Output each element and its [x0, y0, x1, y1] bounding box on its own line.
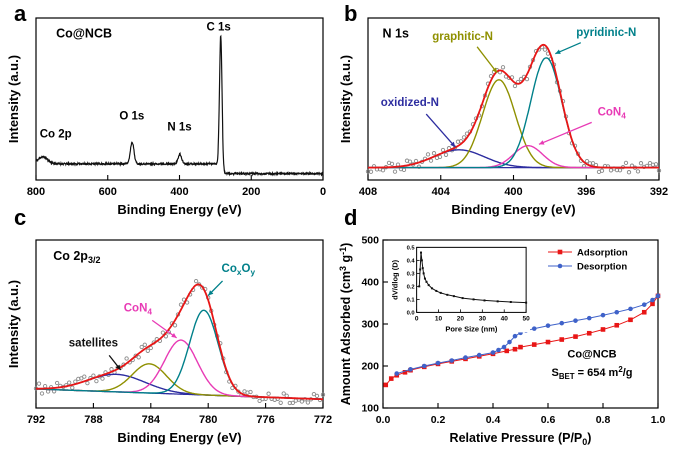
n1s-xps-spectrum-chart: 408 404 400 396 392 Binding Energy (eV) Intens… — [338, 17, 668, 217]
svg-text:Intensity (a.u.): Intensity (a.u.) — [6, 280, 21, 368]
svg-text:Binding Energy (eV): Binding Energy (eV) — [117, 202, 241, 217]
svg-text:Co 2p3/2: Co 2p3/2 — [53, 249, 100, 265]
svg-text:780: 780 — [199, 414, 217, 426]
svg-text:dV/dlog (D): dV/dlog (D) — [391, 259, 400, 299]
svg-text:800: 800 — [27, 186, 45, 198]
svg-text:N 1s: N 1s — [167, 122, 191, 134]
svg-text:Pore Size (nm): Pore Size (nm) — [445, 324, 498, 333]
svg-text:400: 400 — [504, 186, 522, 198]
svg-text:0: 0 — [415, 315, 419, 322]
panel-label-c: c — [14, 205, 27, 230]
svg-text:400: 400 — [170, 186, 188, 198]
svg-text:0.1: 0.1 — [407, 297, 416, 303]
svg-text:Binding Energy (eV): Binding Energy (eV) — [451, 202, 575, 217]
svg-text:772: 772 — [314, 414, 332, 426]
svg-text:graphitic-N: graphitic-N — [432, 31, 493, 43]
svg-text:0.2: 0.2 — [431, 414, 446, 426]
svg-text:O 1s: O 1s — [119, 110, 144, 122]
svg-text:0.4: 0.4 — [407, 258, 416, 264]
adsorption-isotherm-chart: 0.0 0.2 0.4 0.6 0.8 1.0100200300400500Relativ… — [338, 235, 666, 448]
svg-text:Amount Adsorbed (cm3 g-1): Amount Adsorbed (cm3 g-1) — [338, 243, 353, 406]
xps-survey-spectrum-chart: 800 600 400 200 0 Binding Energy (eV) Intensit… — [6, 17, 326, 217]
svg-text:Co 2p: Co 2p — [40, 129, 72, 141]
svg-text:0.5: 0.5 — [407, 245, 416, 251]
svg-text:404: 404 — [432, 186, 451, 198]
svg-text:Adsorption: Adsorption — [577, 248, 628, 259]
svg-text:N 1s: N 1s — [383, 26, 409, 40]
svg-text:Desorption: Desorption — [577, 262, 627, 273]
panel-label-d: d — [344, 205, 358, 230]
svg-text:784: 784 — [142, 414, 161, 426]
svg-text:396: 396 — [577, 186, 595, 198]
svg-text:1.0: 1.0 — [651, 414, 666, 426]
panel-label-b: b — [344, 1, 358, 26]
svg-text:CoxOy: CoxOy — [222, 263, 256, 277]
svg-text:392: 392 — [650, 186, 668, 198]
svg-text:776: 776 — [256, 414, 274, 426]
svg-text:10: 10 — [435, 315, 443, 322]
svg-text:satellites: satellites — [69, 338, 118, 350]
svg-text:408: 408 — [359, 186, 377, 198]
svg-text:0.6: 0.6 — [541, 414, 556, 426]
svg-text:200: 200 — [361, 361, 379, 373]
svg-text:400: 400 — [361, 277, 379, 289]
svg-text:20: 20 — [457, 315, 465, 322]
svg-text:C 1s: C 1s — [206, 22, 230, 34]
svg-text:500: 500 — [361, 235, 379, 247]
svg-text:oxidized-N: oxidized-N — [381, 97, 439, 109]
svg-text:0.0: 0.0 — [407, 310, 415, 316]
svg-text:792: 792 — [27, 414, 45, 426]
svg-text:0.2: 0.2 — [407, 284, 415, 290]
co2p-xps-spectrum-chart: 792 788 784 780 776 772 Binding Energy (eV) Int… — [6, 239, 332, 445]
svg-text:0.0: 0.0 — [376, 414, 391, 426]
svg-text:Co@NCB: Co@NCB — [56, 26, 112, 40]
svg-text:0.8: 0.8 — [596, 414, 611, 426]
svg-text:Relative Pressure (P/P0): Relative Pressure (P/P0) — [450, 431, 592, 447]
svg-text:Intensity (a.u.): Intensity (a.u.) — [338, 55, 353, 143]
svg-text:200: 200 — [242, 186, 260, 198]
panel-label-a: a — [14, 1, 27, 26]
svg-text:Co@NCB: Co@NCB — [567, 349, 616, 361]
svg-text:100: 100 — [361, 403, 379, 415]
svg-text:300: 300 — [361, 319, 379, 331]
svg-text:CoN4: CoN4 — [124, 303, 153, 317]
svg-text:0.3: 0.3 — [407, 271, 416, 277]
svg-text:40: 40 — [501, 315, 509, 322]
svg-text:CoN4: CoN4 — [598, 106, 627, 120]
svg-text:50: 50 — [523, 315, 531, 322]
svg-text:Intensity (a.u.): Intensity (a.u.) — [6, 55, 21, 143]
svg-text:Binding Energy (eV): Binding Energy (eV) — [117, 430, 241, 445]
svg-text:SBET = 654 m2/g: SBET = 654 m2/g — [551, 365, 632, 381]
svg-text:30: 30 — [479, 315, 487, 322]
svg-text:0.4: 0.4 — [486, 414, 501, 426]
svg-text:0: 0 — [320, 186, 326, 198]
svg-text:pyridinic-N: pyridinic-N — [576, 27, 636, 39]
svg-text:788: 788 — [84, 414, 102, 426]
svg-text:600: 600 — [99, 186, 117, 198]
